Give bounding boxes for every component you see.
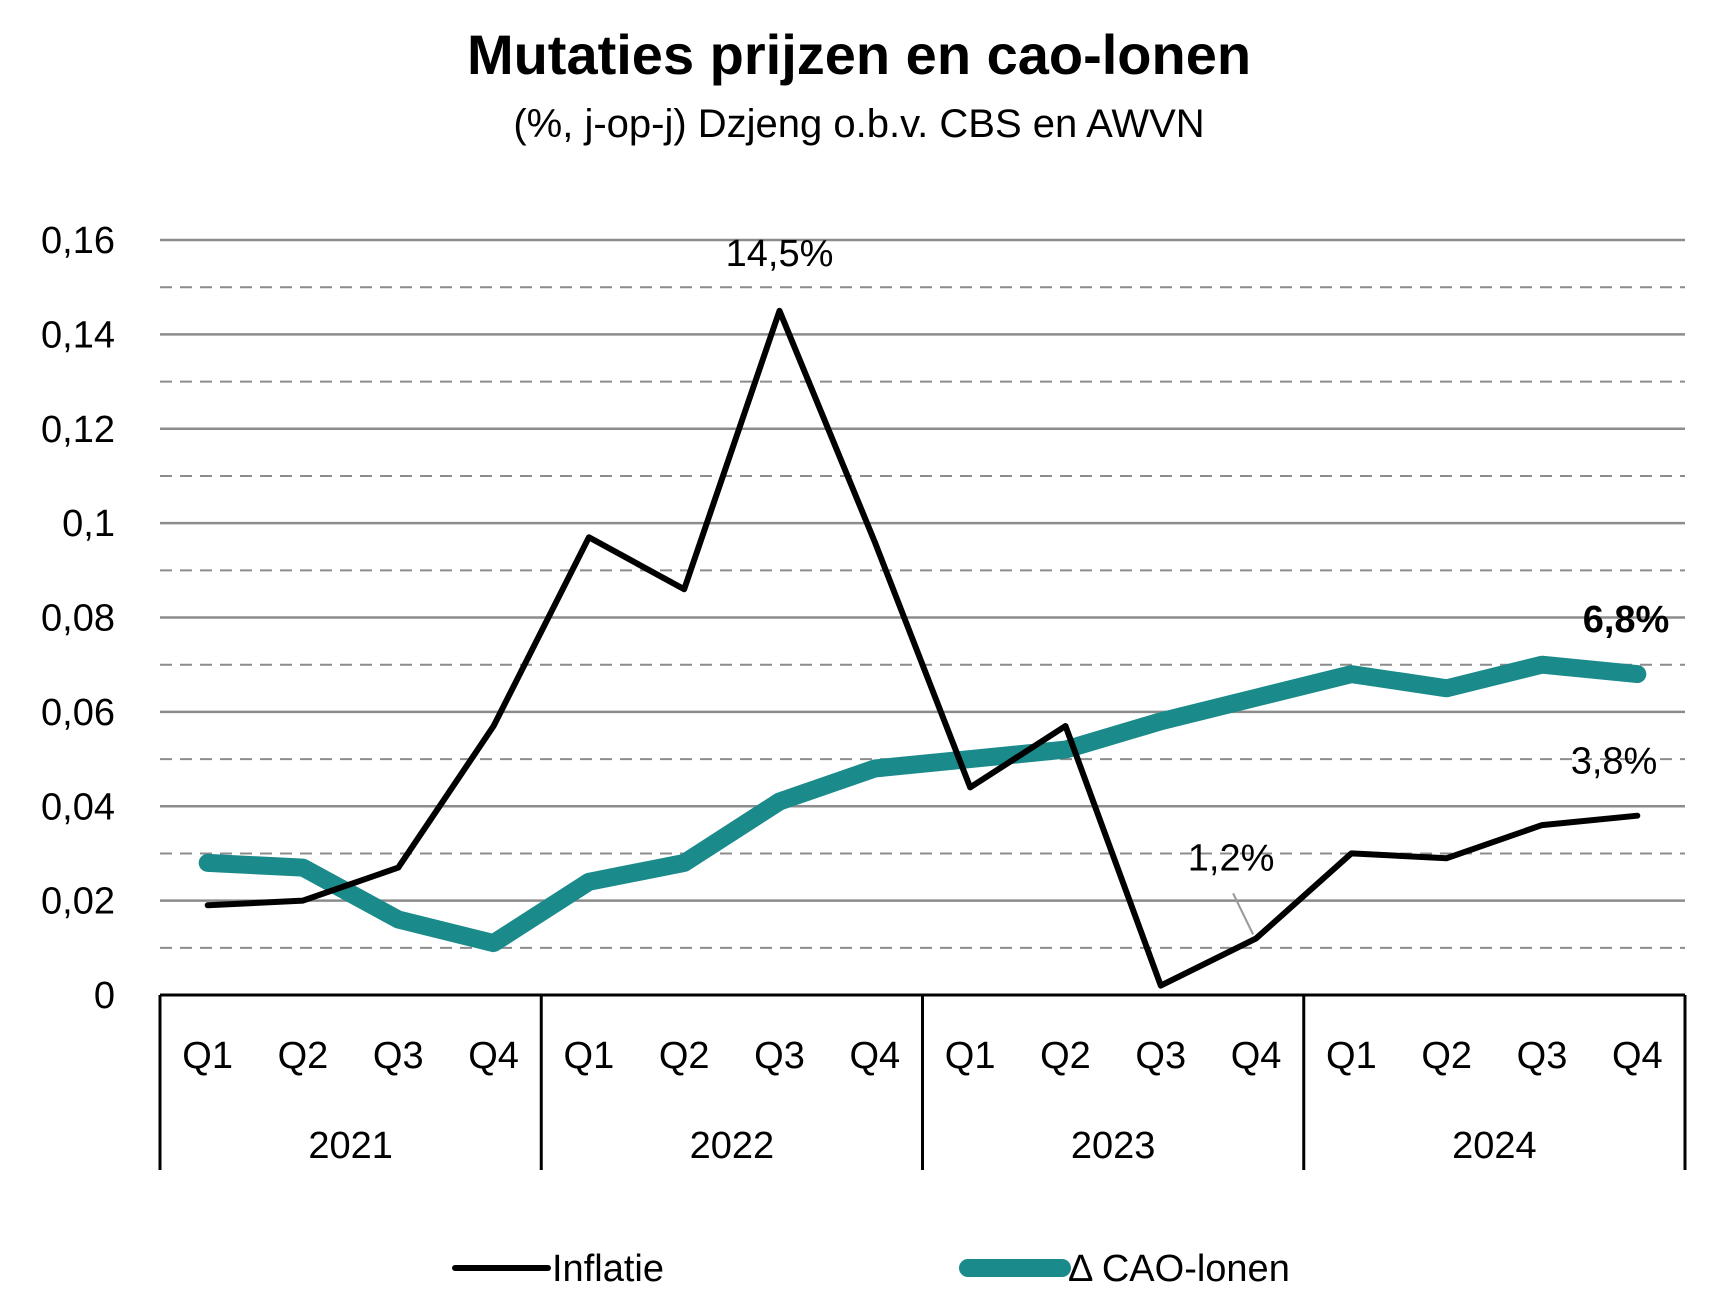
chart-subtitle: (%, j-op-j) Dzjeng o.b.v. CBS en AWVN	[513, 102, 1205, 146]
x-tick-label: Q4	[1612, 1035, 1663, 1077]
x-tick-label: Q3	[373, 1035, 424, 1077]
series-lines	[198, 307, 1647, 989]
series-line-cao-lonen	[198, 655, 1647, 953]
legend-label-inflatie: Inflatie	[552, 1248, 664, 1290]
year-label: 2024	[1452, 1125, 1537, 1167]
x-tick-label: Q4	[468, 1035, 519, 1077]
series-line-inflatie	[204, 307, 1641, 989]
annotations: 14,5% 1,2% 3,8% 6,8%	[726, 233, 1670, 935]
annotation-inflatie-last: 3,8%	[1571, 741, 1658, 783]
y-axis: 0 0,02 0,04 0,06 0,08 0,1 0,12 0,14 0,16	[41, 220, 115, 1017]
year-label: 2022	[690, 1125, 775, 1167]
annotation-peak: 14,5%	[726, 233, 834, 275]
x-tick-label: Q1	[945, 1035, 996, 1077]
annotation-leader	[1232, 892, 1254, 935]
legend-label-cao-lonen: Δ CAO-lonen	[1068, 1248, 1290, 1290]
x-tick-label: Q1	[1326, 1035, 1377, 1077]
legend: Inflatie Δ CAO-lonen	[452, 1248, 1290, 1290]
y-tick-label: 0,16	[41, 220, 115, 262]
y-tick-label: 0,04	[41, 786, 115, 828]
x-tick-label: Q1	[182, 1035, 233, 1077]
y-tick-label: 0,12	[41, 409, 115, 451]
x-tick-label: Q2	[1040, 1035, 1091, 1077]
y-tick-label: 0	[94, 975, 115, 1017]
y-tick-label: 0,06	[41, 692, 115, 734]
x-tick-label: Q2	[278, 1035, 329, 1077]
grid-lines	[160, 238, 1685, 949]
chart-title: Mutaties prijzen en cao-lonen	[466, 23, 1252, 86]
x-tick-label: Q2	[1421, 1035, 1472, 1077]
x-tick-label: Q4	[1231, 1035, 1282, 1077]
y-tick-label: 0,14	[41, 314, 115, 356]
annotation-cao-last: 6,8%	[1583, 599, 1670, 641]
x-tick-label: Q3	[1135, 1035, 1186, 1077]
x-tick-label: Q4	[849, 1035, 900, 1077]
year-label: 2021	[308, 1125, 393, 1167]
x-tick-label: Q3	[754, 1035, 805, 1077]
annotation-low: 1,2%	[1188, 837, 1275, 879]
x-tick-label: Q3	[1517, 1035, 1568, 1077]
x-axis: Q1 Q2 Q3 Q4 Q1 Q2 Q3 Q4 Q1 Q2 Q3 Q4 Q1 Q2 Q3 Q4 2021 2022…	[158, 993, 1687, 1170]
y-tick-label: 0,02	[41, 881, 115, 923]
x-tick-label: Q2	[659, 1035, 710, 1077]
y-tick-label: 0,08	[41, 598, 115, 640]
year-label: 2023	[1071, 1125, 1156, 1167]
y-tick-label: 0,1	[62, 503, 115, 545]
x-tick-label: Q1	[564, 1035, 615, 1077]
